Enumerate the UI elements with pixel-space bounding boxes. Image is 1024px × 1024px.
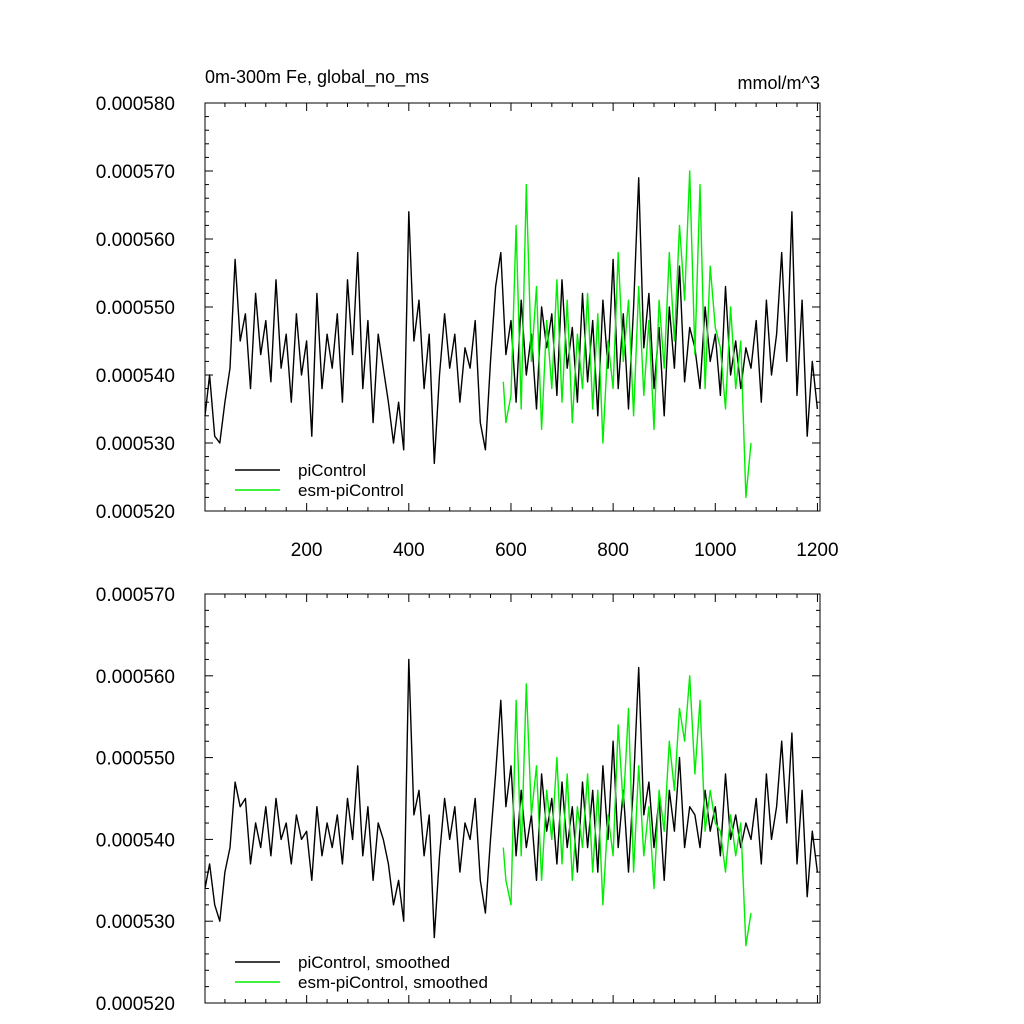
x-tick-label: 1200	[796, 540, 838, 561]
y-tick-label: 0.000580	[96, 94, 175, 115]
y-tick-label: 0.000570	[96, 585, 175, 606]
x-tick-label: 200	[291, 540, 323, 561]
legend-label: piControl	[298, 461, 366, 480]
legend-label: piControl, smoothed	[298, 953, 450, 972]
chart-title: 0m-300m Fe, global_no_ms	[205, 67, 429, 88]
series-line-picontrol	[204, 177, 819, 465]
panel-top: 0.000520 0.000530 0.000540 0.000550 0.000560…	[96, 67, 839, 561]
legend-label: esm-piControl, smoothed	[298, 973, 488, 992]
y-tick-label: 0.000540	[96, 366, 175, 387]
y-tick-label: 0.000530	[96, 434, 175, 455]
y-tick-label: 0.000560	[96, 667, 175, 688]
y-tick-label: 0.000570	[96, 162, 175, 183]
y-tick-label: 0.000520	[96, 994, 175, 1015]
legend-label: esm-piControl	[298, 481, 404, 500]
y-tick-label: 0.000550	[96, 298, 175, 319]
series-line-esm-picontrol-smoothed	[502, 675, 752, 947]
plot-frame	[204, 593, 821, 1004]
series-line-picontrol-smoothed	[204, 658, 819, 939]
panel-bottom: 0.000520 0.000530 0.000540 0.000550 0.000560…	[96, 585, 821, 1015]
y-tick-label: 0.000530	[96, 912, 175, 933]
y-tick-label: 0.000550	[96, 749, 175, 770]
y-tick-label: 0.000540	[96, 830, 175, 851]
x-tick-label: 600	[495, 540, 527, 561]
x-tick-label: 1000	[694, 540, 736, 561]
plot-frame	[204, 102, 821, 512]
x-tick-label: 800	[597, 540, 629, 561]
units-label: mmol/m^3	[738, 73, 820, 93]
series-line-esm-picontrol	[502, 170, 752, 499]
y-tick-label: 0.000560	[96, 230, 175, 251]
x-tick-label: 400	[393, 540, 425, 561]
y-tick-label: 0.000520	[96, 502, 175, 523]
